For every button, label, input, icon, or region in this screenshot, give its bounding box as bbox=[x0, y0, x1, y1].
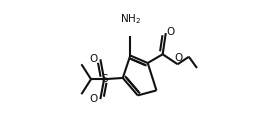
Text: O: O bbox=[175, 53, 183, 63]
Text: S: S bbox=[101, 74, 108, 84]
Text: O: O bbox=[167, 27, 175, 37]
Text: NH$_2$: NH$_2$ bbox=[120, 12, 141, 26]
Text: O: O bbox=[90, 93, 98, 104]
Text: O: O bbox=[90, 54, 98, 64]
